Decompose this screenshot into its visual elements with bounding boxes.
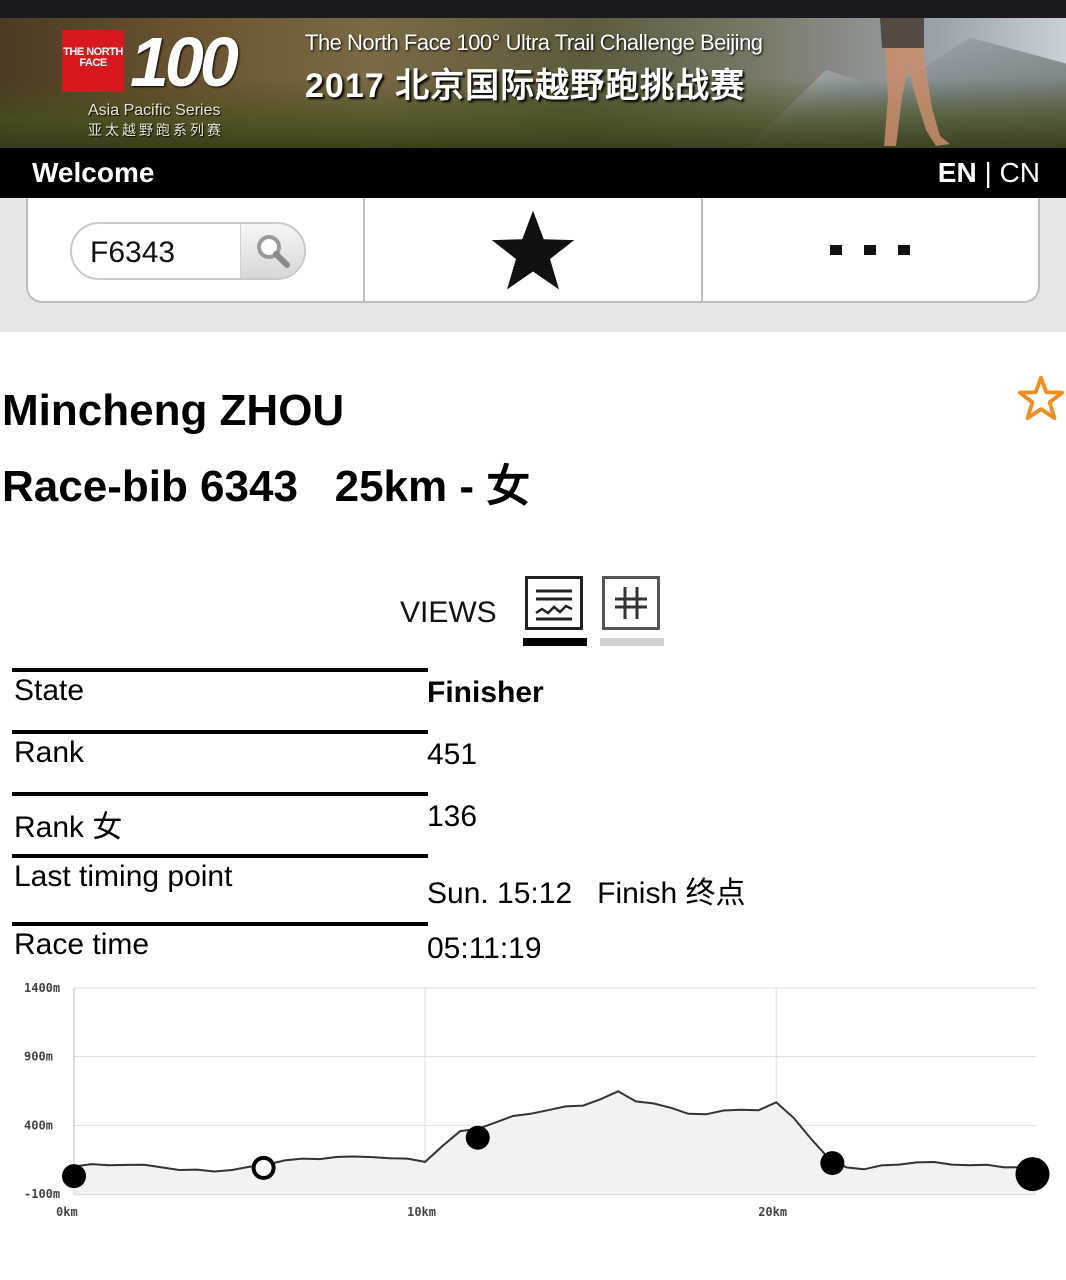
event-banner: THE NORTH FACE 100 Asia Pacific Series 亚… — [0, 18, 1066, 148]
checkpoint-marker — [1015, 1157, 1050, 1192]
x-tick-label: 20km — [758, 1205, 787, 1219]
table-view-icon — [602, 576, 660, 630]
row-divider — [12, 922, 428, 926]
logo-100: 100 — [130, 23, 239, 101]
y-tick-label: 900m — [24, 1050, 53, 1064]
info-value: 451 — [427, 738, 478, 771]
star-icon — [491, 210, 575, 289]
elevation-chart: -100m 400m 900m 1400m 0km 10km 20km — [24, 981, 1050, 1219]
table-view-button[interactable] — [600, 574, 664, 646]
checkpoint-marker — [465, 1125, 490, 1150]
chart-ticks: -100m 400m 900m 1400m 0km 10km 20km — [24, 981, 787, 1219]
search-input[interactable]: F6343 — [90, 236, 176, 269]
magnifier-icon — [256, 235, 290, 268]
more-menu-button[interactable] — [700, 198, 1038, 301]
search-button[interactable] — [240, 224, 304, 278]
welcome-label: Welcome — [32, 157, 155, 188]
search-box[interactable]: F6343 — [70, 222, 306, 280]
info-row-rank-female: Rank 女 136 — [12, 792, 1052, 854]
info-value: Sun. 15:12 Finish 终点 — [427, 877, 746, 910]
runner-silhouette-art — [880, 18, 950, 146]
star-outline-icon[interactable] — [1017, 374, 1065, 422]
info-row-race-time: Race time 05:11:19 — [12, 922, 1052, 984]
lang-separator: | — [976, 157, 1000, 188]
info-key: Rank 女 — [14, 811, 123, 844]
info-row-last-timing: Last timing point Sun. 15:12 Finish 终点 — [12, 854, 1052, 916]
checkpoint-marker — [62, 1164, 86, 1189]
checkpoint-marker — [820, 1151, 845, 1176]
banner-title-cn: 2017 北京国际越野跑挑战赛 — [305, 67, 746, 105]
info-key: Race time — [14, 928, 150, 961]
x-tick-label: 10km — [407, 1205, 436, 1219]
info-row-state: State Finisher — [12, 668, 1052, 730]
search-cell: F6343 — [28, 198, 363, 301]
info-row-rank: Rank 451 — [12, 730, 1052, 792]
ellipsis-icon — [830, 244, 911, 255]
y-tick-label: -100m — [24, 1187, 60, 1201]
elevation-line — [73, 1090, 1037, 1173]
active-indicator — [523, 638, 587, 646]
views-label: VIEWS — [400, 596, 497, 629]
row-divider — [12, 668, 428, 672]
runner-bib-category: Race-bib 6343 25km - 女 — [2, 462, 531, 511]
runner-name: Mincheng ZHOU — [2, 386, 345, 435]
info-value: 136 — [427, 800, 478, 833]
row-divider — [12, 792, 428, 796]
y-tick-label: 1400m — [24, 981, 60, 995]
lang-en-link[interactable]: EN — [937, 157, 977, 188]
x-tick-label: 0km — [56, 1205, 78, 1219]
chart-view-icon — [525, 576, 583, 630]
checkpoint-marker — [251, 1155, 276, 1180]
y-tick-label: 400m — [24, 1118, 53, 1132]
info-key: Rank — [14, 736, 85, 769]
toolbar-area: F6343 — [0, 198, 1066, 332]
status-bar — [0, 0, 1066, 18]
info-key: State — [14, 674, 85, 707]
north-face-logo: THE NORTH FACE — [62, 30, 124, 92]
row-divider — [12, 854, 428, 858]
banner-title-en: The North Face 100° Ultra Trail Challeng… — [305, 30, 763, 55]
inactive-indicator — [600, 638, 664, 646]
series-label-en: Asia Pacific Series — [88, 102, 221, 119]
info-value: Finisher — [427, 676, 544, 709]
row-divider — [12, 730, 428, 734]
toolbar: F6343 — [26, 198, 1040, 303]
lang-cn-link[interactable]: CN — [999, 157, 1040, 188]
info-key: Last timing point — [14, 860, 233, 893]
chart-checkpoints — [62, 1125, 1050, 1192]
elevation-area — [74, 1091, 1036, 1194]
series-label-cn: 亚太越野跑系列赛 — [88, 122, 224, 138]
favorites-button[interactable] — [363, 198, 700, 301]
chart-view-button[interactable] — [523, 574, 587, 646]
language-switcher: EN | CN — [938, 157, 1040, 189]
welcome-bar: Welcome EN | CN — [0, 148, 1066, 198]
info-value: 05:11:19 — [427, 932, 542, 965]
